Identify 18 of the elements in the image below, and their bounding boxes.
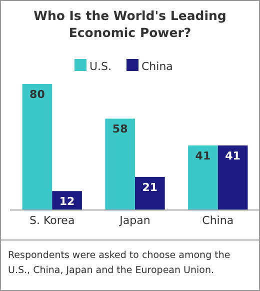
data-label: 58	[112, 122, 128, 136]
x-tick-label: Japan	[118, 214, 150, 227]
bar	[218, 145, 248, 210]
x-tick-label: China	[202, 214, 234, 227]
data-label: 12	[59, 195, 75, 208]
chart-title: Who Is the World's Leading Economic Power?	[34, 8, 226, 40]
legend-label: China	[142, 60, 173, 73]
data-label: 80	[30, 88, 46, 101]
data-label: 21	[142, 180, 158, 194]
legend-label: U.S.	[90, 60, 112, 73]
data-label: 41	[225, 149, 240, 162]
bar	[22, 84, 52, 210]
bar	[135, 176, 165, 210]
text: Respondents were asked to choose among the U.S., China, Japan and the European Union.	[8, 250, 230, 276]
data-label: 41	[195, 149, 211, 162]
x-tick-label: S. Korea	[30, 214, 75, 227]
bar	[188, 145, 218, 210]
bar	[105, 118, 135, 210]
